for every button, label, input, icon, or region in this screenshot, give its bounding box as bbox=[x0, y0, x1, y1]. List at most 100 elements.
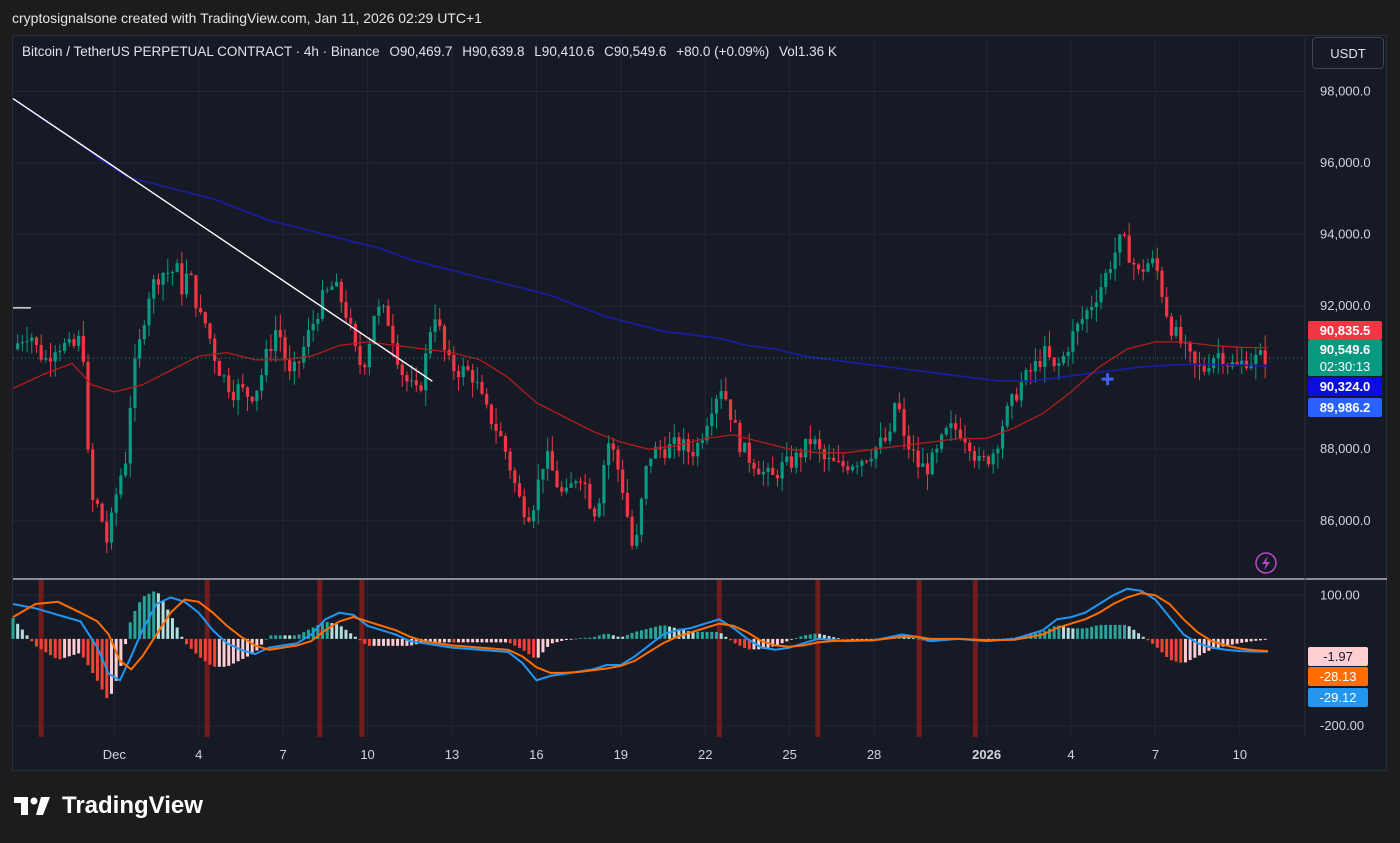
price-tick-label: 92,000.0 bbox=[1320, 298, 1371, 313]
candle-body bbox=[625, 492, 629, 517]
macd-histogram-bar bbox=[686, 631, 690, 639]
candle-body bbox=[1052, 357, 1056, 366]
macd-histogram-bar bbox=[677, 628, 681, 639]
candle-body bbox=[1240, 360, 1244, 365]
candle-body bbox=[302, 346, 306, 363]
macd-histogram-bar bbox=[274, 635, 278, 639]
macd-histogram-bar bbox=[11, 617, 15, 639]
macd-histogram-bar bbox=[1108, 624, 1112, 639]
macd-histogram-bar bbox=[724, 636, 728, 639]
macd-histogram-bar bbox=[124, 638, 128, 645]
time-tick-label: 19 bbox=[614, 747, 628, 762]
macd-histogram-bar bbox=[635, 631, 639, 639]
candle-body bbox=[747, 442, 751, 463]
macd-histogram-bar bbox=[729, 638, 733, 641]
candle-body bbox=[349, 318, 353, 324]
lightning-icon[interactable] bbox=[1255, 552, 1277, 574]
candle-body bbox=[855, 465, 859, 467]
price-tick-label: 88,000.0 bbox=[1320, 441, 1371, 456]
macd-histogram-bar bbox=[466, 638, 470, 643]
candle-body bbox=[705, 425, 709, 441]
candle-body bbox=[696, 442, 700, 457]
macd-histogram-bar bbox=[185, 638, 189, 645]
macd-histogram-bar bbox=[710, 631, 714, 639]
candle-body bbox=[879, 437, 883, 448]
macd-histogram-bar bbox=[344, 629, 348, 639]
candle-body bbox=[250, 396, 254, 402]
macd-histogram-bar bbox=[283, 635, 287, 639]
candle-body bbox=[1005, 405, 1009, 427]
candle-body bbox=[109, 512, 114, 543]
candle-body bbox=[775, 474, 780, 479]
candle-body bbox=[471, 370, 475, 383]
macd-histogram-bar bbox=[20, 629, 24, 639]
macd-cross-marker bbox=[716, 580, 722, 737]
macd-histogram-bar bbox=[574, 638, 578, 640]
macd-histogram-bar bbox=[349, 633, 353, 639]
candle-body bbox=[1108, 269, 1113, 273]
symbol-title[interactable]: Bitcoin / TetherUS PERPETUAL CONTRACT · … bbox=[22, 44, 380, 59]
macd-histogram-bar bbox=[607, 633, 611, 639]
candle-body bbox=[1038, 361, 1042, 367]
candle-body bbox=[466, 366, 470, 371]
macd-histogram-bar bbox=[790, 638, 794, 640]
candle-body bbox=[119, 475, 123, 495]
candle-body bbox=[217, 361, 221, 376]
macd-histogram-bar bbox=[1165, 638, 1169, 658]
macd-histogram-bar bbox=[44, 638, 48, 653]
candle-body bbox=[963, 438, 967, 443]
candle-body bbox=[541, 468, 545, 480]
macd-histogram-bar bbox=[907, 637, 911, 639]
candle-body bbox=[344, 302, 348, 319]
candle-body bbox=[241, 384, 245, 388]
candle-body bbox=[499, 430, 503, 437]
macd-histogram-bar bbox=[1057, 625, 1061, 639]
candle-body bbox=[180, 263, 184, 295]
candle-body bbox=[1099, 287, 1103, 303]
candle-body bbox=[897, 403, 901, 410]
candle-body bbox=[939, 434, 944, 449]
candle-body bbox=[1165, 296, 1169, 317]
macd-histogram-bar bbox=[16, 623, 20, 639]
macd-histogram-bar bbox=[625, 634, 629, 639]
time-tick-label: 7 bbox=[1152, 747, 1159, 762]
macd-histogram-bar bbox=[813, 633, 817, 639]
candle-body bbox=[53, 352, 57, 362]
candle-body bbox=[991, 453, 995, 465]
price-tag-countdown: 02:30:13 bbox=[1320, 359, 1371, 374]
candle-body bbox=[128, 408, 132, 464]
macd-histogram-bar bbox=[288, 635, 292, 639]
macd-histogram-bar bbox=[428, 638, 432, 643]
candle-body bbox=[419, 385, 423, 391]
macd-histogram-bar bbox=[1221, 638, 1225, 647]
candle-body bbox=[358, 346, 362, 365]
macd-histogram-bar bbox=[180, 636, 184, 639]
candle-body bbox=[166, 272, 170, 274]
candle-body bbox=[935, 448, 939, 453]
macd-histogram-bar bbox=[841, 638, 845, 640]
candle-body bbox=[799, 452, 803, 458]
macd-histogram-bar bbox=[836, 638, 840, 639]
candle-body bbox=[761, 471, 765, 475]
candle-body bbox=[780, 462, 784, 479]
macd-histogram-bar bbox=[442, 638, 446, 643]
time-tick-label: Dec bbox=[103, 747, 127, 762]
macd-histogram-bar bbox=[733, 638, 737, 644]
candle-body bbox=[536, 479, 540, 511]
macd-histogram-bar bbox=[325, 621, 329, 639]
macd-histogram-bar bbox=[616, 636, 620, 639]
candle-body bbox=[1033, 361, 1037, 372]
macd-histogram-bar bbox=[30, 638, 34, 642]
price-tick-label: 86,000.0 bbox=[1320, 513, 1371, 528]
chart-frame[interactable] bbox=[12, 35, 1387, 771]
currency-button[interactable]: USDT bbox=[1312, 37, 1384, 69]
macd-histogram-bar bbox=[846, 638, 850, 640]
macd-histogram-bar bbox=[658, 625, 662, 639]
macd-histogram-bar bbox=[358, 638, 362, 641]
macd-histogram-bar bbox=[1151, 638, 1155, 644]
candle-body bbox=[123, 463, 128, 476]
macd-histogram-bar bbox=[1137, 633, 1141, 639]
candle-body bbox=[20, 342, 24, 344]
macd-histogram-bar bbox=[166, 609, 170, 639]
